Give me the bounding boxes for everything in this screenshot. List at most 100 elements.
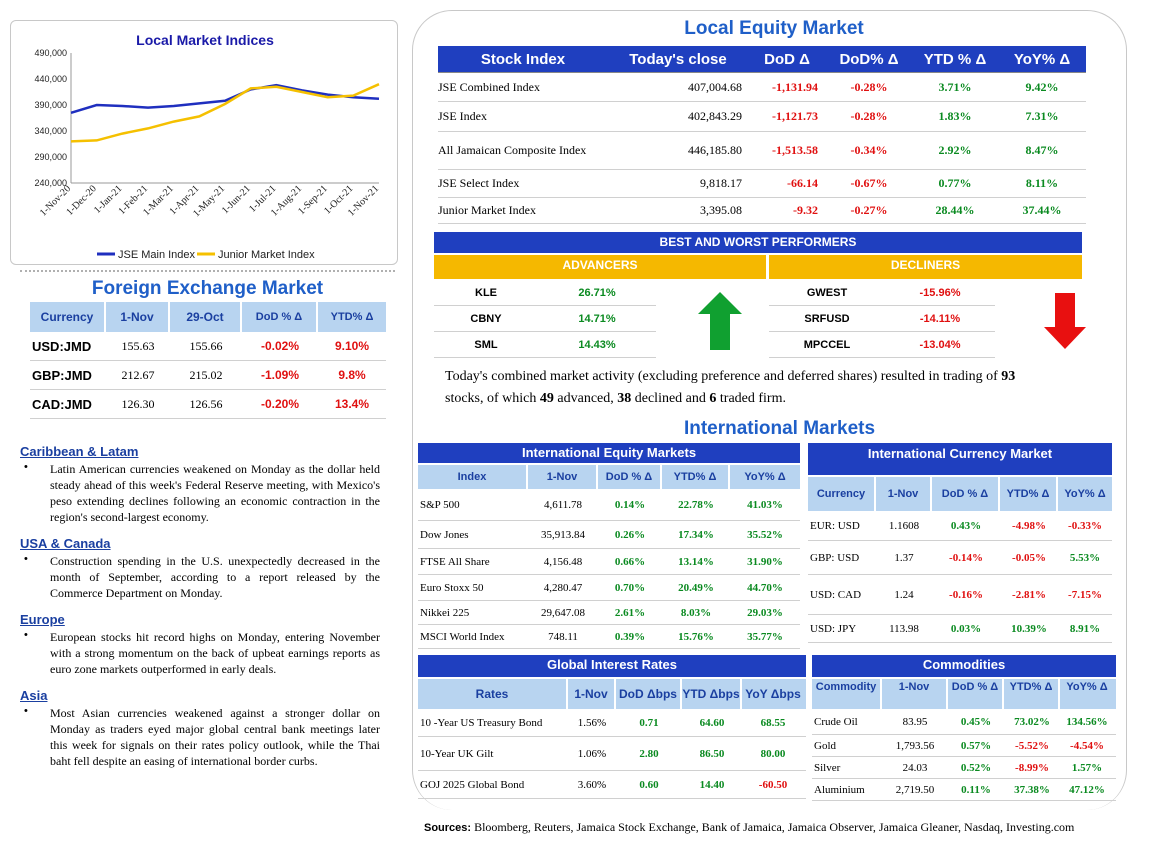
le-index: JSE Combined Index — [438, 79, 540, 94]
rate-yoy: -60.50 — [758, 778, 788, 791]
fx-oct29: 155.66 — [189, 338, 223, 353]
decliner-ticker: GWEST — [806, 286, 848, 299]
ic-ytd: -4.98% — [1012, 519, 1046, 532]
news-text: European stocks hit record highs on Mond… — [50, 630, 380, 676]
le-ytd: 28.44% — [935, 203, 975, 217]
rate-row: 10 -Year US Treasury Bond 1.56% 0.71 64.60 6… — [418, 709, 806, 737]
rate-row: GOJ 2025 Global Bond 3.60% 0.60 14.40 -60.50 — [418, 771, 806, 799]
ie-row: S&P 500 4,611.78 0.14% 22.78% 41.03% — [418, 489, 800, 521]
intl-equity-header-row: Index 1-Nov DoD % Δ YTD% Δ YoY% Δ — [418, 465, 800, 489]
ic-col-ytd: YTD% Δ — [1000, 477, 1058, 511]
r-col-yoy: YoY Δbps — [745, 687, 801, 701]
ie-yoy: 44.70% — [747, 581, 783, 594]
advancer-row: CBNY 14.71% — [434, 306, 656, 332]
summary-part5: traded firm. — [716, 391, 786, 406]
summary-advanced: 49 — [539, 391, 554, 406]
ie-name: FTSE All Share — [420, 555, 490, 568]
commodity-yoy: 47.12% — [1069, 783, 1105, 796]
rate-row: 10-Year UK Gilt 1.06% 2.80 86.50 80.00 — [418, 737, 806, 771]
commodities-rows: Crude Oil 83.95 0.45% 73.02% 134.56% Gold 1,79… — [812, 709, 1116, 801]
fx-dod: -0.20% — [260, 397, 300, 411]
commodity-row: Crude Oil 83.95 0.45% 73.02% 134.56% — [812, 709, 1116, 735]
chart-title: Local Market Indices — [136, 32, 274, 48]
intl-currency-table: International Currency Market Currency 1… — [808, 443, 1112, 643]
ic-ytd: -0.05% — [1012, 551, 1046, 564]
ie-yoy: 41.03% — [747, 498, 783, 511]
ie-value: 29,647.08 — [541, 606, 585, 619]
local-equity-row: Junior Market Index 3,395.08 -9.32 -0.27% 28… — [438, 198, 1086, 224]
news-text: Construction spending in the U.S. unexpe… — [50, 554, 380, 600]
fx-rows: USD:JMD 155.63 155.66 -0.02% 9.10% GBP:JMD 212… — [30, 332, 386, 419]
le-col-index: Stock Index — [480, 50, 566, 68]
ic-value: 1.37 — [894, 551, 914, 564]
ie-value: 4,156.48 — [543, 555, 583, 568]
fx-row: GBP:JMD 212.67 215.02 -1.09% 9.8% — [30, 361, 386, 390]
bullet-icon: • — [24, 629, 28, 641]
r-col-dod: DoD Δbps — [616, 679, 682, 709]
news-item: Asia • Most Asian currencies weakened agai… — [20, 688, 380, 769]
fx-dod: -1.09% — [260, 368, 300, 382]
decliner-change: -14.11% — [919, 312, 961, 325]
summary-firm: 6 — [709, 391, 717, 406]
local-equity-rows: JSE Combined Index 407,004.68 -1,131.94 -0.… — [438, 72, 1086, 224]
news-bullet: • European stocks hit record highs on Mon… — [20, 629, 380, 677]
fx-currency: USD:JMD — [32, 338, 92, 354]
ic-value: 113.98 — [889, 622, 919, 635]
news-text: Latin American currencies weakened on Mo… — [50, 462, 380, 524]
le-dod: -1,513.58 — [772, 143, 818, 157]
decliners-list: GWEST -15.96% SRFUSD -14.11% MPCCEL -13.04% — [769, 280, 995, 358]
commodity-ytd: 73.02% — [1014, 715, 1050, 728]
ie-col-nov1: 1-Nov — [528, 465, 598, 489]
decliner-row: GWEST -15.96% — [769, 280, 995, 306]
ic-name: USD: JPY — [810, 622, 857, 635]
commodity-ytd: -8.99% — [1015, 761, 1049, 774]
fx-dod: -0.02% — [260, 339, 300, 353]
commodity-value: 2,719.50 — [895, 783, 935, 796]
ie-yoy: 29.03% — [747, 606, 783, 619]
advancers-list: KLE 26.71% CBNY 14.71% SML 14.43% — [434, 280, 656, 358]
commodity-ytd: 37.38% — [1014, 783, 1050, 796]
le-close: 3,395.08 — [700, 203, 742, 217]
commodity-row: Aluminium 2,719.50 0.11% 37.38% 47.12% — [812, 779, 1116, 801]
decliner-change: -15.96% — [919, 286, 961, 299]
intl-equity-rows: S&P 500 4,611.78 0.14% 22.78% 41.03% Dow Jone… — [418, 489, 800, 649]
bullet-icon: • — [24, 705, 28, 717]
r-col-nov1: 1-Nov — [568, 679, 616, 709]
fx-oct29: 126.56 — [189, 396, 223, 411]
local-indices-line-chart: 490,000 440,000 390,000 340,000 290,000 240,0… — [34, 48, 381, 261]
commodity-yoy: -4.54% — [1070, 739, 1104, 752]
advancer-ticker: SML — [474, 338, 498, 351]
local-equity-row: All Jamaican Composite Index 446,185.80 -1… — [438, 132, 1086, 170]
ic-value: 1.1608 — [888, 519, 920, 532]
advancer-ticker: KLE — [475, 286, 497, 299]
commodities-title: Commodities — [812, 655, 1116, 677]
local-equity-row: JSE Index 402,843.29 -1,121.73 -0.28% 1.83% 7… — [438, 102, 1086, 132]
fx-oct29: 215.02 — [189, 367, 223, 382]
le-dod: -1,131.94 — [772, 79, 818, 94]
rate-ytd: 14.40 — [699, 778, 725, 791]
commodity-name: Gold — [814, 739, 836, 752]
commodity-value: 1,793.56 — [895, 739, 935, 752]
le-close: 402,843.29 — [688, 109, 742, 123]
advancers-header: ADVANCERS — [434, 255, 766, 279]
rate-name: GOJ 2025 Global Bond — [420, 778, 525, 791]
le-yoy: 7.31% — [1025, 109, 1059, 123]
le-ytd: 2.92% — [938, 143, 972, 157]
rate-dod: 2.80 — [639, 747, 659, 760]
ie-row: FTSE All Share 4,156.48 0.66% 13.14% 31.90% — [418, 549, 800, 575]
c-col-commodity: Commodity — [812, 679, 882, 709]
ie-name: MSCI World Index — [420, 630, 505, 643]
le-dod: -66.14 — [787, 176, 818, 190]
ie-dod: 0.66% — [614, 555, 646, 568]
market-activity-summary: Today's combined market activity (exclud… — [445, 366, 1065, 410]
c-col-yoy: YoY% Δ — [1066, 681, 1108, 693]
fx-nov1: 155.63 — [121, 338, 155, 353]
commodity-value: 24.03 — [902, 761, 928, 774]
le-ytd: 1.83% — [938, 109, 972, 123]
y-tick-label: 290,000 — [34, 152, 67, 162]
decliner-row: SRFUSD -14.11% — [769, 306, 995, 332]
ic-value: 1.24 — [894, 588, 914, 601]
local-equity-header-row: Stock Index Today's close DoD Δ DoD% Δ Y… — [438, 46, 1086, 72]
r-col-rates: Rates — [418, 679, 568, 709]
news-bullet: • Construction spending in the U.S. unexp… — [20, 553, 380, 601]
